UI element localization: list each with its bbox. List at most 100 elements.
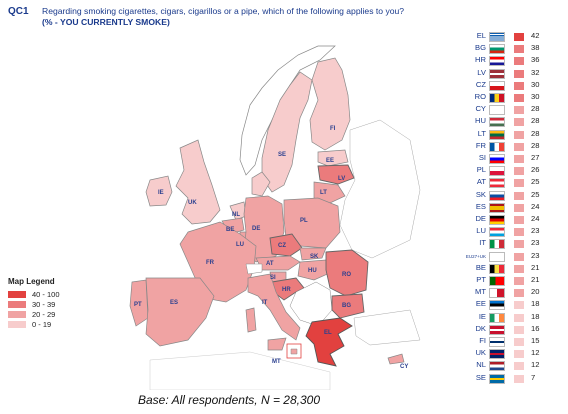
value-color-box (514, 130, 524, 139)
region-pt (129, 279, 149, 327)
value-color-box (514, 191, 524, 200)
value-label: 15 (531, 336, 540, 345)
region-at (255, 255, 301, 271)
table-row: PT 21 (456, 275, 566, 287)
value-color-box (514, 264, 524, 273)
country-code: PL (476, 165, 486, 175)
region-cz (269, 233, 303, 257)
region-uk (175, 139, 221, 225)
value-color-box (514, 45, 524, 54)
question-code: QC1 (8, 6, 29, 17)
value-label: 30 (531, 92, 540, 101)
value-label: 25 (531, 177, 540, 187)
table-row: RO 30 (456, 92, 566, 104)
region-sk (299, 247, 327, 261)
country-label-es: ES (170, 300, 179, 306)
country-code: SK (475, 189, 486, 199)
country-code: IE (478, 311, 486, 321)
country-label-at: AT (266, 261, 274, 267)
region-cy (387, 353, 405, 365)
value-color-box (514, 252, 524, 261)
country-label-hu: HU (308, 268, 317, 274)
country-label-lv: LV (338, 176, 346, 182)
table-row: LT 28 (456, 129, 566, 141)
table-row: UK 12 (456, 348, 566, 360)
country-code: DE (475, 214, 486, 223)
country-label-se: SE (278, 152, 287, 158)
country-code: LU (476, 226, 486, 236)
value-color-box (514, 203, 524, 212)
country-code: LT (477, 128, 486, 138)
flag-ro-icon (489, 93, 505, 103)
flag-sk-icon (489, 190, 505, 201)
country-code: EU27+UK (465, 253, 486, 259)
table-row: SE 7 (456, 373, 566, 385)
table-row: HU 28 (456, 116, 566, 128)
table-row: MT 20 (456, 287, 566, 299)
region-it-sardinia (245, 307, 257, 333)
country-code: SI (478, 153, 486, 162)
question-subtitle: (% - YOU CURRENTLY SMOKE) (42, 17, 170, 27)
value-color-box (514, 289, 524, 298)
value-label: 27 (531, 153, 540, 162)
flag-de-icon (489, 215, 505, 225)
country-label-nl: NL (232, 212, 240, 218)
country-code: CZ (475, 79, 486, 89)
value-label: 12 (531, 360, 540, 370)
country-code: EL (476, 31, 486, 40)
flag-se-icon (489, 373, 505, 384)
legend-title: Map Legend (8, 277, 55, 286)
table-row: IT 23 (456, 238, 566, 250)
value-label: 25 (531, 189, 540, 199)
country-label-de: DE (252, 226, 261, 232)
value-label: 23 (531, 226, 540, 236)
value-label: 38 (531, 43, 540, 53)
flag-at-icon (489, 178, 505, 189)
map-legend: Map Legend 40 - 100 30 - 39 20 - 29 0 - … (8, 277, 60, 329)
value-label: 24 (531, 214, 540, 223)
region-east (339, 119, 421, 259)
value-label: 28 (531, 116, 540, 126)
flag-hr-icon (489, 56, 505, 67)
region-ro (325, 249, 369, 297)
value-color-box (514, 167, 524, 176)
region-hu (297, 259, 333, 281)
legend-label: 0 - 19 (32, 319, 52, 329)
country-label-be: BE (226, 227, 235, 233)
region-balkans (289, 281, 333, 327)
country-label-pl: PL (300, 218, 308, 224)
table-row: ES 24 (456, 202, 566, 214)
country-code: CY (475, 104, 486, 114)
country-label-uk: UK (188, 200, 197, 206)
value-color-box (514, 81, 524, 90)
country-code: FR (475, 140, 486, 150)
value-color-box (514, 142, 524, 151)
value-color-box (514, 301, 524, 310)
table-row: AT 25 (456, 177, 566, 189)
region-lv (317, 164, 355, 185)
country-code: HR (475, 55, 486, 65)
region-africa (149, 351, 331, 390)
country-label-ro: RO (342, 272, 351, 278)
flag-lu-icon (489, 227, 505, 238)
country-label-mt: MT (272, 359, 281, 365)
value-label: 18 (531, 299, 540, 309)
country-code: MT (475, 287, 486, 297)
table-row: HR 36 (456, 55, 566, 67)
country-label-fr: FR (206, 260, 214, 266)
value-color-box (514, 118, 524, 127)
table-row: BG 38 (456, 43, 566, 55)
value-color-box (514, 325, 524, 334)
flag-cz-icon (489, 80, 505, 91)
country-code: DK (475, 323, 486, 333)
table-row: BE 21 (456, 263, 566, 275)
region-es (145, 277, 215, 347)
region-ch (245, 263, 263, 275)
region-mt (290, 348, 298, 355)
flag-eu-icon (489, 251, 505, 262)
table-row: LV 32 (456, 68, 566, 80)
country-label-hr: HR (282, 287, 291, 293)
legend-swatch (8, 290, 26, 298)
value-label: 28 (531, 140, 540, 150)
table-row: LU 23 (456, 226, 566, 238)
